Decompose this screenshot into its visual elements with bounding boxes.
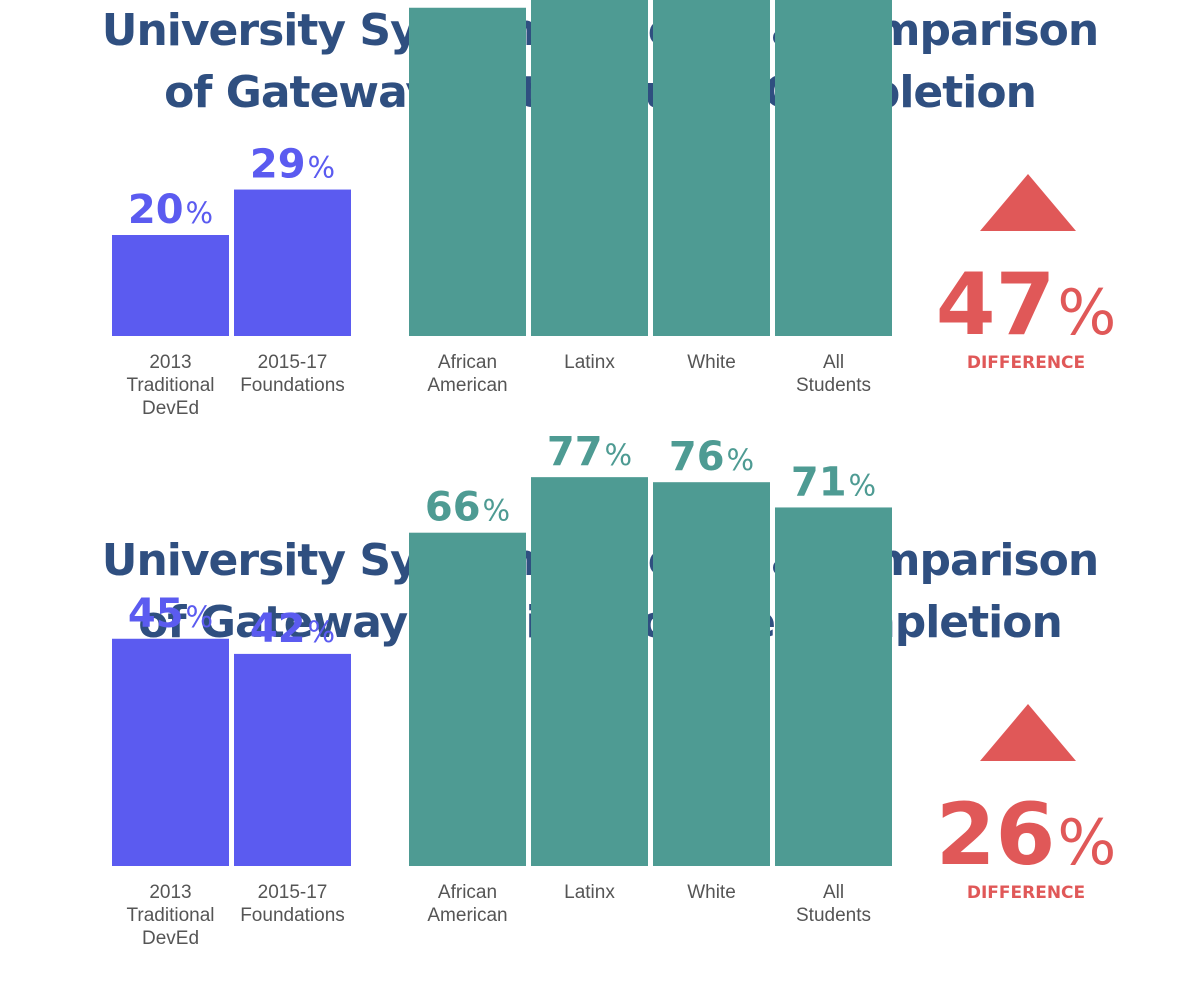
math-deved-bar-1 [234,189,351,336]
math-difference-label: DIFFERENCE [967,353,1085,373]
math-group-bar-3 [775,0,892,337]
english-deved-category-label-0-0: 2013 [149,882,191,903]
english-group-value-label-2: 76% [669,434,754,480]
math-difference-up-arrow-icon [980,174,1076,231]
math-deved-category-label-1-1: Foundations [240,375,345,396]
english-group-category-label-0-0: African [438,882,497,903]
math-deved-category-label-0-2: DevEd [142,398,199,419]
english-group-category-label-3-0: All [823,882,844,903]
math-deved-category-label-1-0: 2015-17 [258,352,328,373]
english-group-bar-1 [531,477,648,866]
math-group-category-label-3-1: Students [796,375,871,396]
english-group-value-label-3: 71% [791,459,876,505]
math-group-category-label-0-0: African [438,352,497,373]
english-group-value-label-1: 77% [547,429,632,475]
english-deved-value-label-0: 45% [128,591,213,637]
english-group-category-label-0-1: American [427,905,507,926]
english-group-bar-2 [653,482,770,866]
math-deved-category-label-0-0: 2013 [149,352,191,373]
english-group-category-label-2-0: White [687,882,736,903]
math-panel: University System of Georgia Comparison … [0,0,1200,470]
math-deved-value-label-0: 20% [128,187,213,233]
math-deved-category-label-0-1: Traditional [126,375,214,396]
english-group-bar-3 [775,507,892,866]
math-group-bar-0 [409,7,526,336]
english-group-bar-0 [409,532,526,866]
english-deved-category-label-1-0: 2015-17 [258,882,328,903]
math-group-value-label-0: 65% [425,0,510,6]
english-panel: University System of Georgia Comparison … [0,429,1200,1000]
english-deved-category-label-1-1: Foundations [240,905,345,926]
english-difference-up-arrow-icon [980,704,1076,761]
english-difference-value: 26% [936,785,1117,885]
english-group-category-label-3-1: Students [796,905,871,926]
math-group-bar-1 [531,0,648,336]
english-deved-category-label-0-2: DevEd [142,928,199,949]
math-group-category-label-0-1: American [427,375,507,396]
math-group-bar-2 [653,0,770,336]
english-difference-label: DIFFERENCE [967,883,1085,903]
math-deved-bar-0 [112,235,229,336]
english-deved-bar-0 [112,638,229,866]
math-deved-value-label-1: 29% [250,142,335,188]
english-group-value-label-0: 66% [425,485,510,531]
english-deved-category-label-0-1: Traditional [126,905,214,926]
english-deved-bar-1 [234,653,351,866]
math-group-category-label-3-0: All [823,352,844,373]
math-group-category-label-1-0: Latinx [564,352,615,373]
english-deved-value-label-1: 42% [250,606,335,652]
english-group-category-label-1-0: Latinx [564,882,615,903]
math-group-category-label-2-0: White [687,352,736,373]
math-difference-value: 47% [936,255,1117,355]
